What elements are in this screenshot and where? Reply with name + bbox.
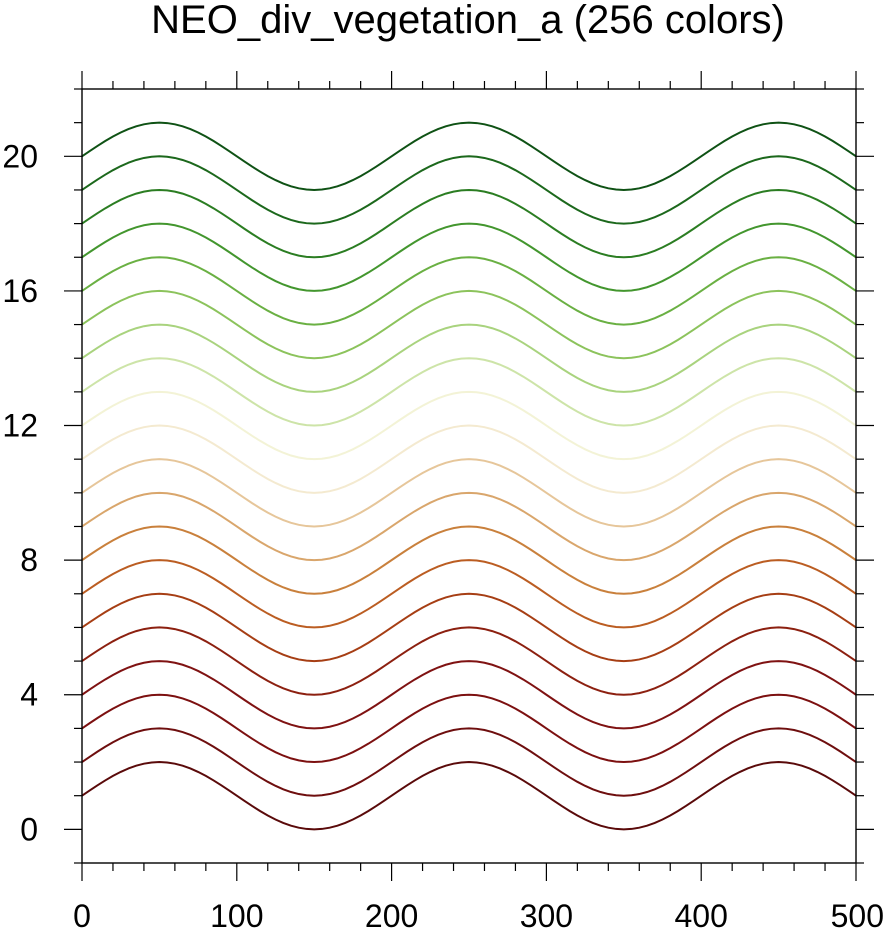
x-tick-label: 400 <box>675 898 728 934</box>
y-axis-tick-labels: 0 4 8 12 16 20 <box>2 138 38 847</box>
x-tick-label: 100 <box>210 898 263 934</box>
series-line-10 <box>81 458 857 528</box>
y-tick-label: 0 <box>20 811 38 847</box>
series-line-5 <box>81 626 857 696</box>
y-tick-label: 20 <box>2 138 38 174</box>
series-line-2 <box>81 727 857 797</box>
series-line-19 <box>81 155 857 225</box>
x-tick-label: 0 <box>73 898 91 934</box>
series-line-14 <box>81 323 857 393</box>
x-tick-label: 300 <box>520 898 573 934</box>
series-line-13 <box>81 357 857 427</box>
series-line-6 <box>81 592 857 663</box>
series-line-3 <box>81 693 857 764</box>
series-line-16 <box>81 256 857 326</box>
y-tick-label: 4 <box>20 677 38 713</box>
x-tick-label: 500 <box>831 898 884 934</box>
plot-lines <box>81 121 857 831</box>
series-line-20 <box>81 121 857 191</box>
series-line-17 <box>81 222 857 292</box>
plot-frame <box>81 88 857 864</box>
axis-ticks <box>64 71 874 881</box>
series-line-1 <box>81 761 857 831</box>
series-line-12 <box>81 390 857 461</box>
series-line-7 <box>81 559 857 629</box>
chart-title: NEO_div_vegetation_a (256 colors) <box>151 0 785 42</box>
x-axis-tick-labels: 0 100 200 300 400 500 <box>73 898 884 934</box>
y-tick-label: 8 <box>20 542 38 578</box>
x-tick-label: 200 <box>365 898 418 934</box>
y-tick-label: 12 <box>2 408 38 444</box>
series-line-9 <box>81 491 857 562</box>
series-line-4 <box>81 660 857 730</box>
y-tick-label: 16 <box>2 273 38 309</box>
series-line-18 <box>81 188 857 259</box>
series-line-15 <box>81 289 857 360</box>
series-line-11 <box>81 424 857 494</box>
series-line-8 <box>81 525 857 595</box>
